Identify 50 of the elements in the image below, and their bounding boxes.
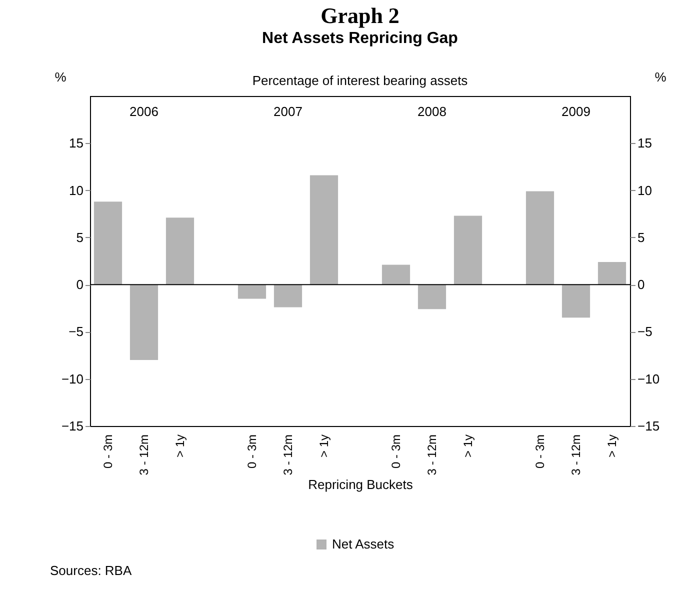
bar bbox=[598, 262, 626, 285]
y-tick-label: 0 bbox=[76, 277, 84, 292]
annotation: 2006 bbox=[130, 104, 158, 119]
y2-tick-label: 15 bbox=[638, 136, 652, 151]
annotation: 2008 bbox=[418, 104, 446, 119]
y-tick-label: 5 bbox=[76, 230, 84, 245]
annotation: 2007 bbox=[274, 104, 302, 119]
text: Percentage of interest bearing assets bbox=[252, 73, 468, 88]
bar bbox=[562, 284, 590, 318]
x-tick-label: > 1y bbox=[317, 434, 331, 458]
y-tick-label: 10 bbox=[69, 182, 84, 198]
bar bbox=[382, 264, 410, 285]
bar bbox=[166, 218, 194, 285]
x-tick-label: 0 - 3m bbox=[245, 434, 259, 469]
y2-axis-title: % bbox=[654, 70, 667, 84]
x-tick-label: 3 - 12m bbox=[137, 434, 151, 476]
x-tick-label: 0 - 3m bbox=[101, 434, 115, 469]
source-note: Sources: RBA bbox=[50, 563, 132, 578]
chart-subtitle: Net Assets Repricing Gap bbox=[262, 30, 458, 47]
bar bbox=[130, 284, 158, 360]
bar bbox=[418, 284, 446, 310]
y-tick-label: 15 bbox=[69, 136, 84, 151]
y2-tick-label: 10 bbox=[638, 182, 652, 198]
y2-tick-label: 0 bbox=[638, 277, 645, 292]
y2-tick-label: −15 bbox=[638, 418, 660, 434]
y-tick-label: −10 bbox=[61, 371, 84, 386]
legend-label: Net Assets bbox=[332, 536, 395, 552]
bar bbox=[238, 284, 266, 299]
bar bbox=[94, 202, 122, 285]
x-tick-label: 3 - 12m bbox=[569, 434, 583, 476]
x-axis-title: Repricing Buckets bbox=[308, 477, 414, 492]
x-tick-label: > 1y bbox=[173, 434, 187, 458]
y2-tick-label: −10 bbox=[638, 371, 660, 386]
y-tick-label: −5 bbox=[68, 324, 84, 340]
bar bbox=[274, 284, 302, 308]
chart-title: Graph 2 bbox=[320, 3, 400, 28]
x-tick-label: 3 - 12m bbox=[281, 434, 295, 476]
y-tick-label: −15 bbox=[61, 418, 84, 434]
x-tick-label: > 1y bbox=[605, 434, 619, 458]
bar bbox=[526, 191, 554, 285]
y-axis-title: % bbox=[54, 70, 67, 84]
y2-tick-label: −5 bbox=[638, 324, 652, 340]
x-tick-label: > 1y bbox=[461, 434, 475, 458]
x-tick-label: 0 - 3m bbox=[533, 434, 547, 469]
bar bbox=[310, 175, 338, 285]
x-tick-label: 0 - 3m bbox=[389, 434, 403, 469]
annotation: 2009 bbox=[562, 104, 590, 119]
y2-tick-label: 5 bbox=[638, 230, 645, 245]
bar bbox=[454, 216, 482, 285]
x-tick-label: 3 - 12m bbox=[425, 434, 439, 476]
